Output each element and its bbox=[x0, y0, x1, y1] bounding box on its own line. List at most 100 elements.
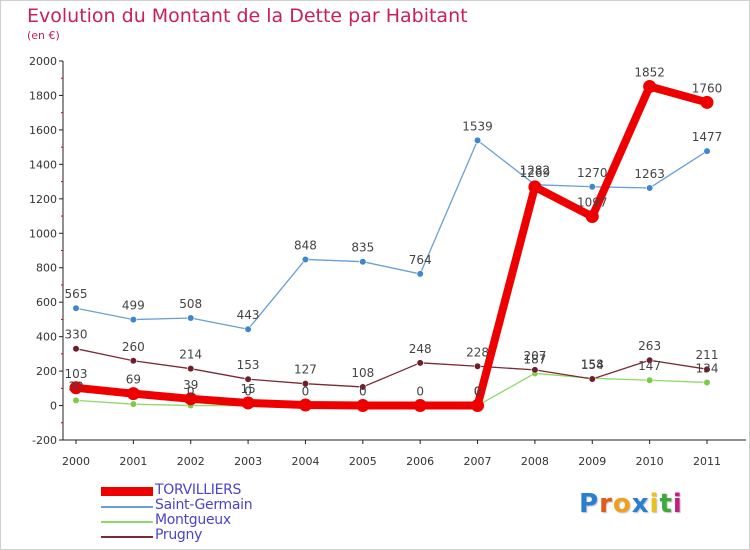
legend-label-montgueux: Montgueux bbox=[155, 512, 231, 528]
data-point-prugny bbox=[129, 357, 137, 365]
data-point-prugny bbox=[646, 356, 654, 364]
y-tick-label: 1200 bbox=[29, 193, 57, 206]
data-label-prugny: 153 bbox=[237, 358, 260, 372]
data-point-saint-germain bbox=[588, 183, 596, 191]
logo-letter: t bbox=[659, 489, 673, 519]
data-point-prugny bbox=[301, 380, 310, 388]
data-label-saint-germain: 443 bbox=[237, 308, 260, 322]
data-label-torvilliers: 69 bbox=[126, 373, 141, 387]
x-tick-label: 2011 bbox=[693, 455, 721, 468]
data-label-torvilliers: 0 bbox=[474, 385, 482, 399]
data-point-torvilliers bbox=[298, 398, 312, 412]
data-label-prugny: 330 bbox=[65, 328, 88, 342]
proxiti-logo: Proxiti bbox=[579, 489, 683, 519]
data-label-montgueux: 0 bbox=[474, 385, 482, 399]
data-label-montgueux: 0 bbox=[359, 385, 367, 399]
y-tick-label: 1600 bbox=[29, 124, 57, 137]
data-point-montgueux bbox=[129, 400, 137, 408]
data-label-prugny: 207 bbox=[523, 349, 546, 363]
y-tick-label: 2000 bbox=[29, 55, 57, 68]
data-point-torvilliers bbox=[413, 399, 427, 413]
x-tick-label: 2001 bbox=[119, 455, 147, 468]
data-point-montgueux bbox=[703, 378, 711, 387]
data-label-prugny: 248 bbox=[409, 342, 432, 356]
data-label-montgueux: 0 bbox=[244, 385, 252, 399]
data-point-prugny bbox=[244, 375, 252, 383]
data-label-prugny: 154 bbox=[581, 358, 604, 372]
data-label-saint-germain: 1477 bbox=[692, 130, 723, 144]
data-label-prugny: 260 bbox=[122, 340, 145, 354]
x-tick-label: 2007 bbox=[464, 455, 492, 468]
data-label-torvilliers: 1269 bbox=[520, 166, 551, 180]
data-label-saint-germain: 1282 bbox=[520, 164, 551, 178]
legend-swatch-montgueux bbox=[101, 521, 153, 523]
data-label-saint-germain: 848 bbox=[294, 238, 317, 252]
y-tick-label: 800 bbox=[36, 262, 57, 275]
data-label-torvilliers: 1760 bbox=[692, 81, 723, 95]
data-point-saint-germain bbox=[244, 325, 252, 333]
data-point-saint-germain bbox=[359, 258, 367, 266]
data-label-saint-germain: 499 bbox=[122, 299, 145, 313]
data-point-torvilliers bbox=[643, 79, 657, 93]
chart-title: Evolution du Montant de la Dette par Hab… bbox=[27, 5, 468, 27]
y-tick-label: 1400 bbox=[29, 158, 57, 171]
x-tick-label: 2002 bbox=[177, 455, 205, 468]
data-point-saint-germain bbox=[72, 304, 80, 312]
x-tick-label: 2006 bbox=[406, 455, 434, 468]
data-label-prugny: 108 bbox=[351, 366, 374, 380]
data-label-montgueux: 0 bbox=[416, 385, 424, 399]
data-point-saint-germain bbox=[646, 184, 654, 192]
data-point-prugny bbox=[72, 345, 80, 353]
series-line-prugny bbox=[75, 348, 708, 388]
data-label-torvilliers: 103 bbox=[65, 367, 88, 381]
data-point-montgueux bbox=[72, 396, 80, 404]
data-point-torvilliers bbox=[585, 210, 599, 224]
data-point-saint-germain bbox=[187, 314, 195, 322]
data-label-prugny: 228 bbox=[466, 345, 489, 359]
y-tick-label: 400 bbox=[36, 331, 57, 344]
data-label-prugny: 214 bbox=[179, 348, 202, 362]
x-tick-label: 2000 bbox=[62, 455, 90, 468]
legend-swatch-prugny bbox=[101, 536, 153, 538]
x-tick-label: 2010 bbox=[636, 455, 664, 468]
y-tick-label: 1000 bbox=[29, 227, 57, 240]
data-point-prugny bbox=[703, 365, 711, 373]
data-label-montgueux: 0 bbox=[187, 385, 195, 399]
logo-letter: r bbox=[599, 489, 613, 519]
x-tick-label: 2004 bbox=[291, 455, 319, 468]
data-point-prugny bbox=[187, 365, 195, 373]
data-point-prugny bbox=[416, 359, 424, 367]
data-point-torvilliers bbox=[471, 399, 485, 413]
data-point-montgueux bbox=[646, 376, 654, 384]
data-label-saint-germain: 835 bbox=[351, 241, 374, 255]
data-label-montgueux: 134 bbox=[696, 361, 719, 375]
legend-label-torvilliers: TORVILLIERS bbox=[155, 482, 242, 498]
series-line-torvilliers bbox=[72, 82, 711, 410]
data-label-montgueux: 147 bbox=[638, 359, 661, 373]
data-point-saint-germain bbox=[703, 147, 711, 155]
data-point-prugny bbox=[359, 383, 367, 391]
x-tick-label: 2008 bbox=[521, 455, 549, 468]
data-point-saint-germain bbox=[473, 136, 482, 145]
data-point-saint-germain bbox=[301, 255, 310, 264]
logo-letter: P bbox=[579, 489, 600, 519]
y-tick-label: 1800 bbox=[29, 89, 57, 102]
data-label-montgueux: 0 bbox=[302, 385, 310, 399]
data-label-saint-germain: 565 bbox=[65, 287, 88, 301]
data-label-torvilliers: 15 bbox=[240, 382, 255, 396]
data-label-saint-germain: 1263 bbox=[634, 167, 665, 181]
data-label-montgueux: 187 bbox=[523, 352, 546, 366]
y-tick-label: -200 bbox=[32, 434, 57, 447]
logo-letter: x bbox=[631, 489, 650, 519]
data-label-torvilliers: 39 bbox=[183, 378, 198, 392]
data-point-torvilliers bbox=[126, 387, 140, 401]
data-point-torvilliers bbox=[700, 95, 714, 109]
legend-swatch-torvilliers bbox=[101, 487, 153, 496]
data-point-prugny bbox=[531, 366, 539, 374]
data-label-prugny: 263 bbox=[638, 339, 661, 353]
data-point-saint-germain bbox=[416, 270, 424, 278]
legend-label-saint-germain: Saint-Germain bbox=[155, 497, 253, 513]
x-tick-label: 2003 bbox=[234, 455, 262, 468]
